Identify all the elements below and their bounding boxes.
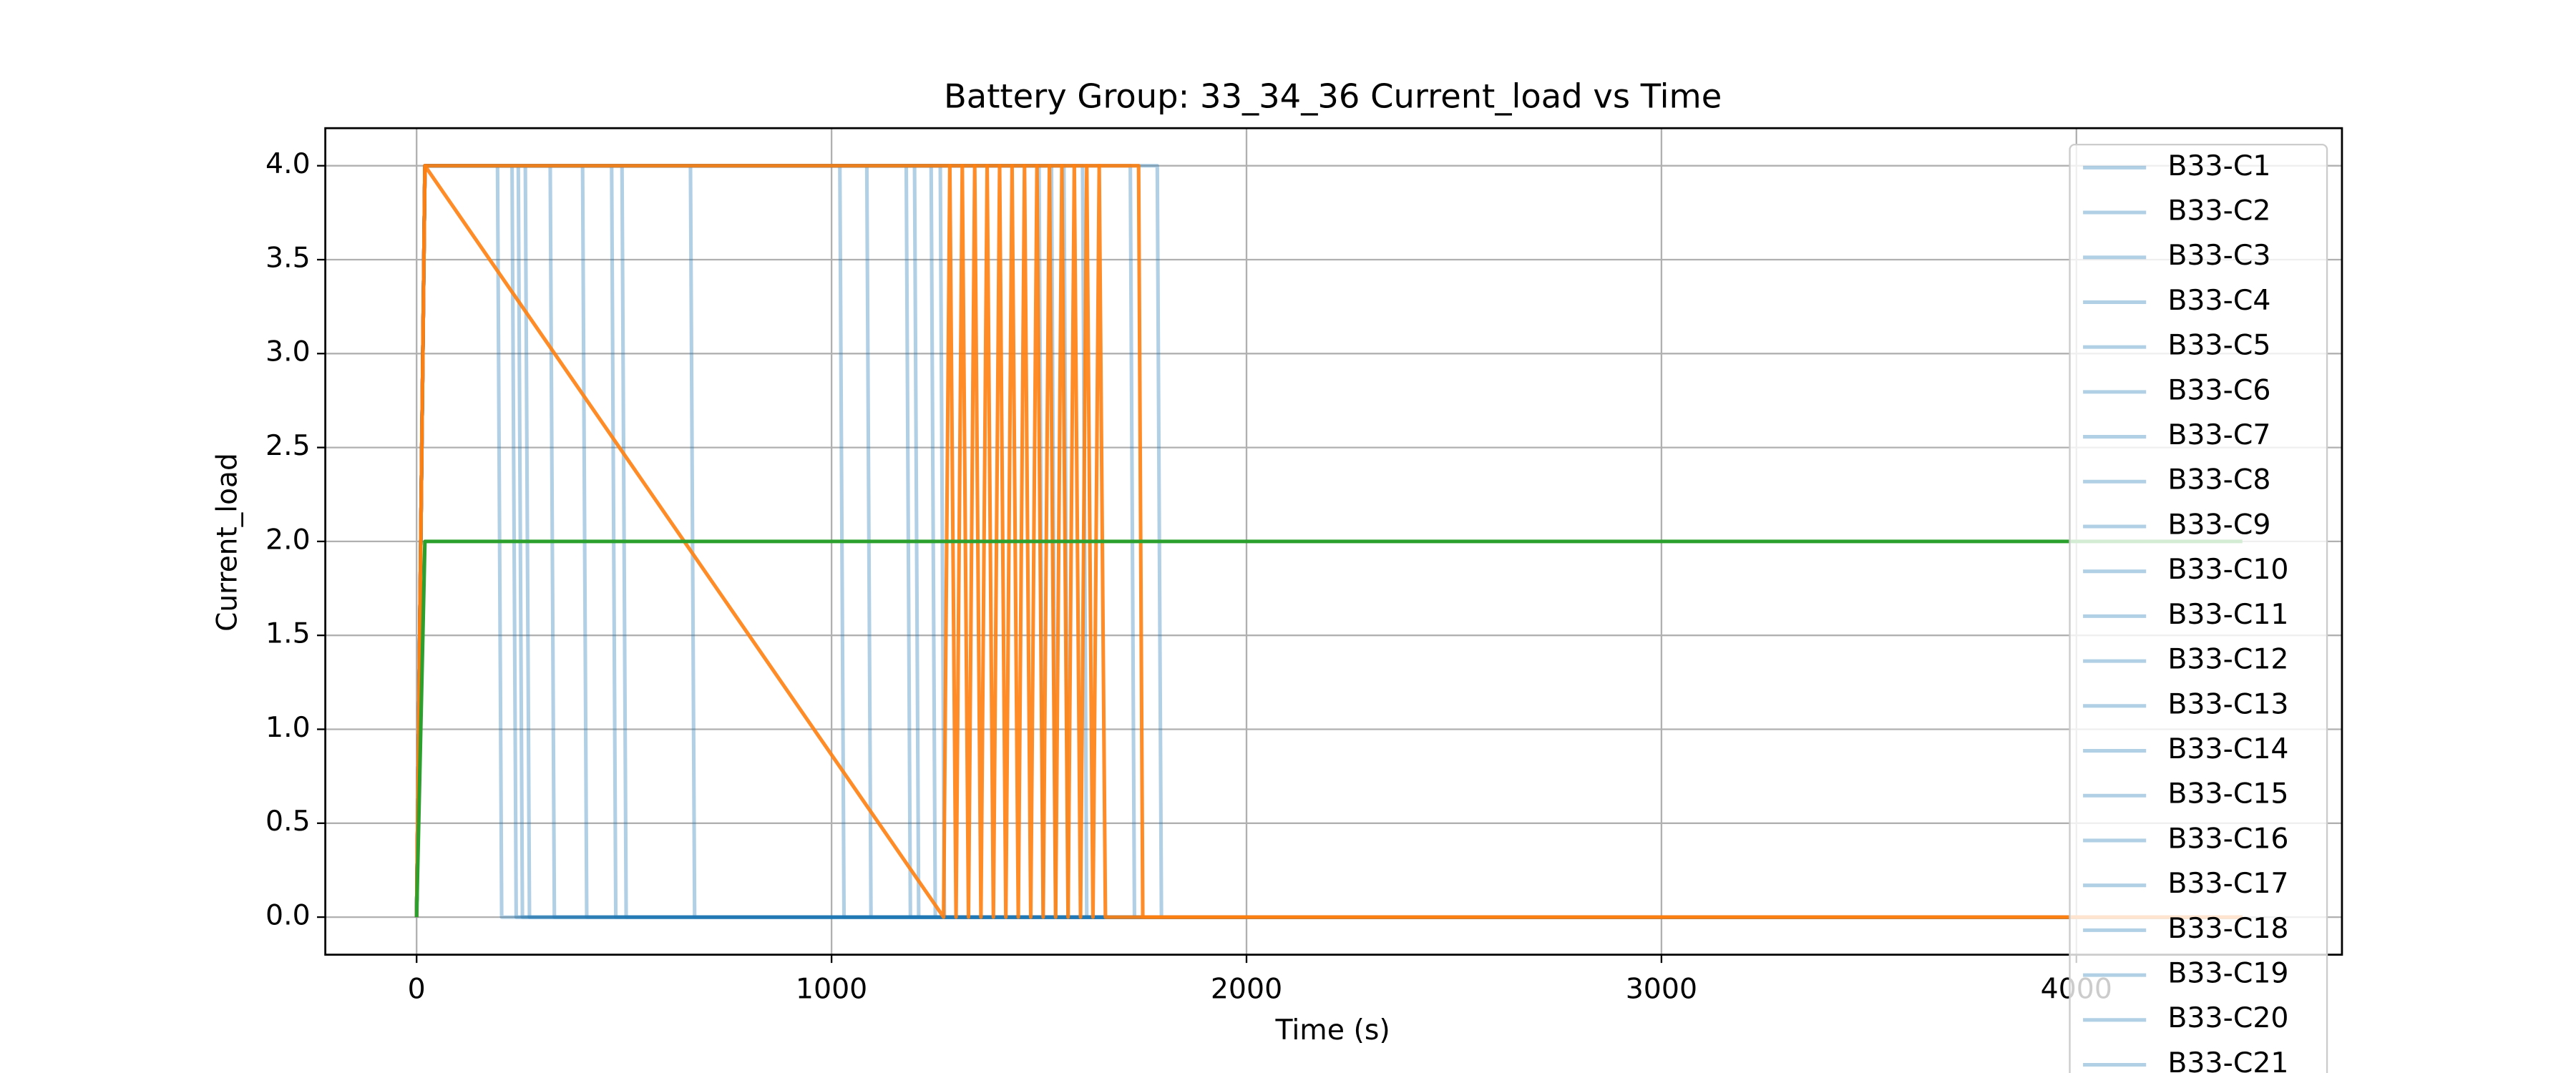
y-tick-label: 3.5 (265, 242, 311, 275)
y-tick-label: 3.0 (265, 336, 311, 368)
legend-label: B33-C17 (2167, 868, 2288, 900)
chart-title: Battery Group: 33_34_36 Current_load vs … (944, 77, 1722, 115)
y-tick-label: 0.0 (265, 900, 311, 932)
y-tick-label: 0.5 (265, 805, 311, 838)
legend-label: B33-C14 (2167, 733, 2288, 765)
legend-label: B33-C13 (2167, 688, 2288, 720)
series-line (414, 164, 2243, 919)
legend-box (2069, 143, 2328, 1073)
legend-label: B33-C1 (2167, 150, 2270, 182)
legend-label: B33-C11 (2167, 599, 2288, 631)
ticks: 010002000300040000.00.51.01.52.02.53.03.… (265, 148, 2112, 1005)
legend-label: B33-C3 (2167, 240, 2270, 272)
legend-label: B33-C12 (2167, 644, 2288, 676)
y-tick-label: 1.5 (265, 618, 311, 650)
series-line (414, 539, 2243, 918)
legend-label: B33-C20 (2167, 1002, 2288, 1034)
plot-area (414, 164, 2243, 919)
y-axis-label: Current_load (211, 453, 243, 632)
legend-label: B33-C9 (2167, 509, 2270, 542)
legend-label: B33-C10 (2167, 554, 2288, 586)
x-tick-label: 1000 (796, 974, 867, 1006)
x-axis-label: Time (s) (1274, 1014, 1390, 1047)
legend-label: B33-C2 (2167, 195, 2270, 227)
legend-label: B33-C6 (2167, 374, 2270, 406)
x-tick-label: 3000 (1626, 974, 1697, 1006)
legend-label: B33-C18 (2167, 913, 2288, 945)
y-tick-label: 1.0 (265, 712, 311, 744)
legend-label: B33-C7 (2167, 419, 2270, 451)
y-tick-label: 2.0 (265, 524, 311, 557)
legend-label: B33-C8 (2167, 464, 2270, 496)
legend-label: B33-C4 (2167, 285, 2270, 317)
legend-label: B33-C5 (2167, 330, 2270, 362)
x-tick-label: 2000 (1211, 974, 1282, 1006)
legend-label: B33-C15 (2167, 778, 2288, 810)
legend-label: B33-C21 (2167, 1047, 2288, 1073)
x-tick-label: 0 (408, 974, 426, 1006)
legend-label: B33-C16 (2167, 823, 2288, 856)
y-tick-label: 2.5 (265, 430, 311, 462)
legend-label: B33-C19 (2167, 958, 2288, 990)
y-tick-label: 4.0 (265, 148, 311, 180)
legend: B33-C1 B33-C2 B33-C3 B33-C4 B33-C5 B33-C6 B33-… (2069, 143, 2328, 1073)
